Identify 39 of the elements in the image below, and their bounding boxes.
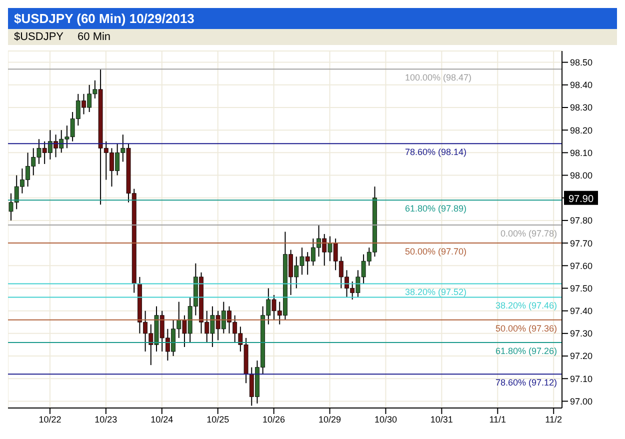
ref-line-label: 100.00% (98.47): [405, 72, 472, 82]
y-tick-label: 97.20: [570, 351, 593, 362]
ref-line-label: 38.20% (97.46): [495, 300, 557, 311]
y-tick-label: 98.30: [570, 102, 593, 113]
y-tick-label: 97.60: [570, 260, 593, 271]
x-tick-label: 11/2: [545, 414, 562, 424]
ref-line-label: 61.80% (97.26): [495, 346, 557, 356]
y-tick-label: 98.10: [570, 148, 593, 158]
x-tick-label: 10/22: [38, 414, 62, 424]
y-tick-label: 97.80: [570, 216, 593, 226]
chart-title: $USDJPY (60 Min) 10/29/2013: [8, 8, 617, 29]
y-tick-label: 97.50: [570, 283, 593, 294]
x-tick-label: 10/31: [430, 414, 453, 424]
y-tick-label: 97.00: [570, 396, 593, 406]
x-tick-label: 10/24: [150, 414, 174, 424]
ref-line-label: 0.00% (97.78): [500, 228, 557, 238]
x-tick-label: 10/26: [262, 414, 286, 424]
ref-line-label: 61.80% (97.89): [405, 204, 467, 214]
y-tick-label: 98.00: [570, 170, 593, 180]
text: $USDJPY: [14, 31, 64, 43]
text: 60 Min: [78, 31, 111, 43]
y-tick-label: 98.50: [570, 57, 593, 68]
y-tick-label: 98.20: [570, 125, 593, 136]
y-tick-label: 97.70: [570, 238, 593, 248]
x-tick-label: 11/1: [489, 414, 506, 424]
ref-line-label: 50.00% (97.70): [405, 246, 467, 256]
annotation: 97.90: [568, 194, 594, 205]
x-tick-label: 10/25: [206, 414, 230, 424]
y-tick-label: 97.10: [570, 374, 593, 384]
ref-line-label: 38.20% (97.52): [405, 287, 467, 298]
ref-line-label: 78.60% (97.12): [495, 378, 557, 388]
y-tick-label: 97.40: [570, 306, 593, 316]
y-tick-label: 98.40: [570, 80, 593, 90]
x-tick-label: 10/23: [94, 414, 118, 424]
x-tick-label: 10/29: [318, 414, 342, 424]
x-tick-label: 10/30: [374, 414, 397, 424]
ref-line-label: 78.60% (98.14): [405, 147, 467, 158]
y-tick-label: 97.30: [570, 328, 593, 339]
ref-line-label: 50.00% (97.36): [495, 323, 557, 334]
